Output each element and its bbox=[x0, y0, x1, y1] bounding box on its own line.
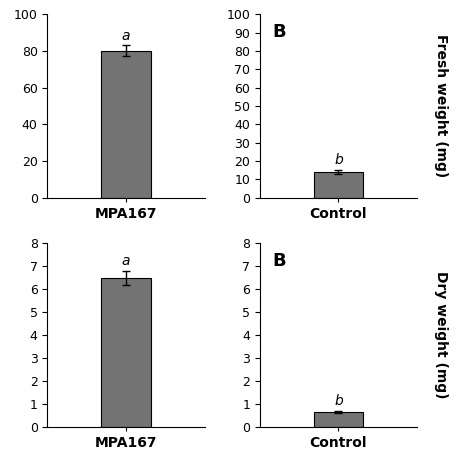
Bar bbox=[101, 278, 151, 427]
Bar bbox=[101, 51, 151, 198]
Text: b: b bbox=[334, 153, 343, 167]
Y-axis label: Fresh weight (mg): Fresh weight (mg) bbox=[434, 34, 448, 177]
Text: B: B bbox=[273, 23, 286, 41]
Bar bbox=[314, 172, 363, 198]
Y-axis label: Dry weight (mg): Dry weight (mg) bbox=[434, 271, 448, 399]
Text: b: b bbox=[334, 394, 343, 408]
Text: a: a bbox=[122, 254, 130, 268]
Text: B: B bbox=[273, 253, 286, 271]
Text: a: a bbox=[122, 28, 130, 43]
Bar bbox=[314, 412, 363, 427]
